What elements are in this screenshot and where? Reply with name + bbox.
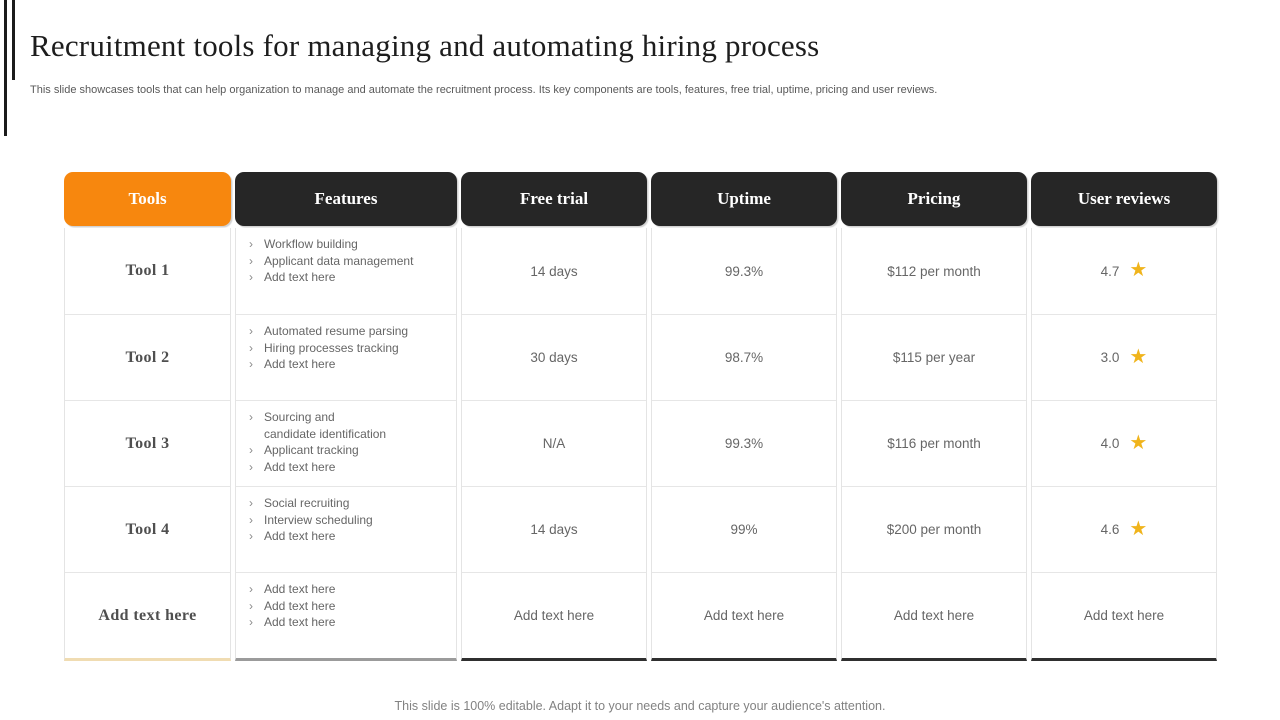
uptime-cell: 98.7% [652,314,836,400]
feature-item: Hiring processes tracking [264,340,399,355]
feature-item: Applicant tracking [264,443,359,457]
chevron-bullet-icon: › [249,459,253,474]
feature-item: Applicant data management [264,253,414,268]
feature-item: Interview scheduling [264,512,373,527]
rating-value: 4.6 [1100,522,1120,537]
rating-value: 4.0 [1100,436,1120,451]
column-pricing: Pricing $112 per month $115 per year $11… [841,172,1027,661]
feature-item: Add text here [264,582,336,596]
column-body-uptime: 99.3% 98.7% 99.3% 99% Add text here [651,228,837,661]
tool-name-cell: Add text here [65,572,230,658]
left-accent-bar-short [12,0,15,80]
feature-item: Add text here [264,270,336,284]
column-header-features: Features [235,172,457,226]
chevron-bullet-icon: › [249,582,253,596]
tool-name-cell: Tool 1 [125,262,170,279]
features-cell: › Add text here › Add text here › Add text … [236,572,456,658]
feature-item: Add text here [264,598,336,613]
chevron-bullet-icon: › [249,237,253,251]
chevron-bullet-icon: › [249,357,253,371]
chevron-bullet-icon: › [249,598,253,613]
chevron-bullet-icon: › [249,529,253,543]
column-body-tools: Tool 1 Tool 2 Tool 3 Tool 4 Add text her… [64,228,231,661]
feature-item: Automated resume parsing [264,324,409,338]
chevron-bullet-icon: › [249,496,253,510]
column-body-free-trial: 14 days 30 days N/A 14 days Add text her… [461,228,647,661]
pricing-cell: $116 per month [842,400,1026,486]
free-trial-cell: 30 days [462,314,646,400]
user-review-cell: Add text here [1032,572,1216,658]
star-icon: ★ [1129,517,1148,540]
uptime-cell: 99% [652,486,836,572]
column-header-uptime: Uptime [651,172,837,226]
star-icon: ★ [1129,345,1148,368]
pricing-cell: $200 per month [842,486,1026,572]
feature-item: Sourcing and candidate identification [264,410,387,441]
rating-value: Add text here [1083,608,1165,623]
feature-item: Social recruiting [264,496,350,510]
uptime-cell: 99.3% [724,263,764,279]
chevron-bullet-icon: › [249,270,253,284]
page-title: Recruitment tools for managing and autom… [30,28,820,63]
chevron-bullet-icon: › [249,253,253,268]
column-header-pricing: Pricing [841,172,1027,226]
chevron-bullet-icon: › [249,324,253,338]
features-cell: › Automated resume parsing › Hiring proces… [236,314,456,400]
rating-value: 4.7 [1100,263,1120,279]
free-trial-cell: 14 days [530,263,578,279]
column-header-tools: Tools [64,172,231,226]
pricing-cell: $115 per year [842,314,1026,400]
features-cell: › Workflow building › Applicant data manag… [236,228,456,314]
left-accent-bar-tall [4,0,7,136]
column-free-trial: Free trial 14 days 30 days N/A 14 days A… [461,172,647,661]
user-review-cell: 3.0 ★ [1032,314,1216,400]
free-trial-cell: 14 days [462,486,646,572]
pricing-cell: Add text here [842,572,1026,658]
chevron-bullet-icon: › [249,615,253,629]
free-trial-cell: N/A [462,400,646,486]
free-trial-cell: Add text here [462,572,646,658]
recruitment-tools-table: Tools Tool 1 Tool 2 Tool 3 Tool 4 Add te… [64,172,1217,661]
uptime-cell: 99.3% [652,400,836,486]
features-cell: › Social recruiting › Interview scheduling… [236,486,456,572]
column-tools: Tools Tool 1 Tool 2 Tool 3 Tool 4 Add te… [64,172,231,661]
chevron-bullet-icon: › [249,410,253,424]
slide-footer-note: This slide is 100% editable. Adapt it to… [394,699,886,713]
user-review-cell: 4.0 ★ [1032,400,1216,486]
column-header-user-reviews: User reviews [1031,172,1217,226]
user-review-cell: 4.6 ★ [1032,486,1216,572]
column-uptime: Uptime 99.3% 98.7% 99.3% 99% Add text he… [651,172,837,661]
feature-item: Workflow building [264,237,358,251]
chevron-bullet-icon: › [249,340,253,355]
rating-value: 3.0 [1100,350,1120,365]
feature-item: Add text here [264,615,336,629]
star-icon: ★ [1129,431,1148,454]
column-body-pricing: $112 per month $115 per year $116 per mo… [841,228,1027,661]
column-features: Features › Workflow building › Applicant d… [235,172,457,661]
features-cell: › Sourcing and candidate identification ›… [236,400,456,486]
column-body-user-reviews: 4.7 ★ 3.0 ★ 4.0 ★ 4.6 ★ Add text here [1031,228,1217,661]
tool-name-cell: Tool 2 [65,314,230,400]
feature-item: Add text here [264,357,336,371]
column-user-reviews: User reviews 4.7 ★ 3.0 ★ 4.0 ★ 4.6 ★ [1031,172,1217,661]
tool-name-cell: Tool 3 [65,400,230,486]
feature-item: Add text here [264,529,336,543]
uptime-cell: Add text here [652,572,836,658]
tool-name-cell: Tool 4 [65,486,230,572]
star-icon: ★ [1129,259,1148,281]
column-header-free-trial: Free trial [461,172,647,226]
pricing-cell: $112 per month [887,263,981,279]
chevron-bullet-icon: › [249,512,253,527]
chevron-bullet-icon: › [249,443,253,457]
slide-subtitle: This slide showcases tools that can help… [30,84,938,96]
user-review-cell: 4.7 ★ [1032,228,1216,314]
column-body-features: › Workflow building › Applicant data manag… [235,228,457,661]
feature-item: Add text here [264,459,336,474]
